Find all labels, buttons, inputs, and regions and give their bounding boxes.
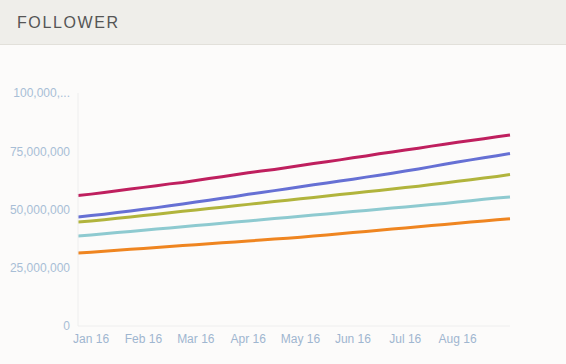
svg-text:Feb 16: Feb 16 [125, 332, 163, 346]
svg-text:Aug 16: Aug 16 [439, 332, 477, 346]
svg-text:25,000,000: 25,000,000 [10, 261, 70, 275]
svg-text:Jul 16: Jul 16 [389, 332, 421, 346]
html-text:FOLLOWER: FOLLOWER [17, 14, 120, 31]
svg-text:50,000,000: 50,000,000 [10, 203, 70, 217]
svg-text:May 16: May 16 [281, 332, 321, 346]
svg-text:Apr 16: Apr 16 [231, 332, 267, 346]
svg-text:100,000,...: 100,000,... [13, 86, 70, 100]
svg-text:Mar 16: Mar 16 [177, 332, 215, 346]
svg-text:Jan 16: Jan 16 [73, 332, 109, 346]
svg-text:Jun 16: Jun 16 [335, 332, 371, 346]
svg-text:0: 0 [63, 319, 70, 333]
svg-text:75,000,000: 75,000,000 [10, 145, 70, 159]
